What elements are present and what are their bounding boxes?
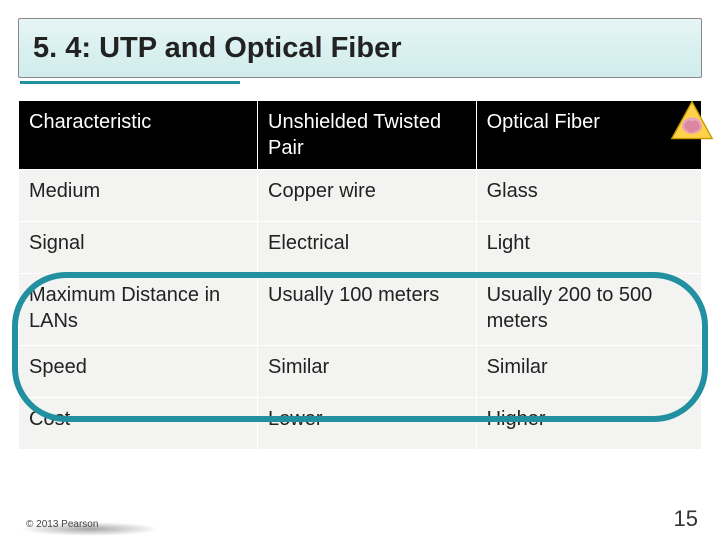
table-row: Cost Lower Higher [19, 398, 702, 450]
cell: Usually 200 to 500 meters [476, 274, 701, 346]
col-header-utp: Unshielded Twisted Pair [258, 101, 477, 170]
copyright-text: © 2013 Pearson [26, 519, 98, 530]
cell: Electrical [258, 222, 477, 274]
cell: Medium [19, 170, 258, 222]
cell: Light [476, 222, 701, 274]
col-header-characteristic: Characteristic [19, 101, 258, 170]
table-row: Maximum Distance in LANs Usually 100 met… [19, 274, 702, 346]
table-header-row: Characteristic Unshielded Twisted Pair O… [19, 101, 702, 170]
cell: Similar [258, 346, 477, 398]
table-row: Speed Similar Similar [19, 346, 702, 398]
cell: Copper wire [258, 170, 477, 222]
cell: Similar [476, 346, 701, 398]
page-title: 5. 4: UTP and Optical Fiber [33, 32, 402, 65]
cell: Usually 100 meters [258, 274, 477, 346]
table-row: Medium Copper wire Glass [19, 170, 702, 222]
page-number: 15 [674, 506, 698, 532]
cell: Speed [19, 346, 258, 398]
col-header-fiber: Optical Fiber [476, 101, 701, 170]
title-bar: 5. 4: UTP and Optical Fiber [18, 18, 702, 78]
cell: Cost [19, 398, 258, 450]
cell: Lower [258, 398, 477, 450]
title-underline [20, 81, 240, 84]
comparison-table: Characteristic Unshielded Twisted Pair O… [18, 100, 702, 450]
cell: Maximum Distance in LANs [19, 274, 258, 346]
cell: Higher [476, 398, 701, 450]
cell: Glass [476, 170, 701, 222]
cell: Signal [19, 222, 258, 274]
comparison-table-wrap: Characteristic Unshielded Twisted Pair O… [18, 100, 702, 450]
table-row: Signal Electrical Light [19, 222, 702, 274]
